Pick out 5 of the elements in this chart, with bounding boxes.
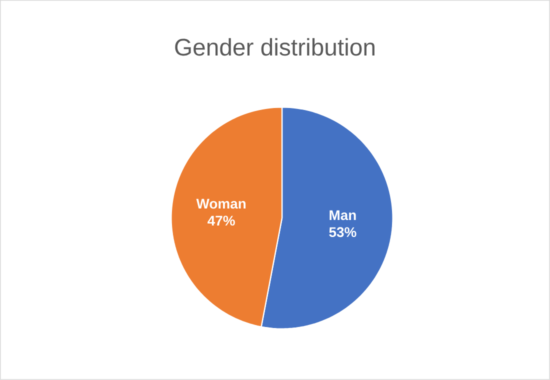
chart-title: Gender distribution (175, 38, 374, 56)
slice-label: Woman (196, 198, 246, 209)
data-label: 53% (329, 227, 356, 238)
slice-label: Man (330, 210, 356, 220)
data-label: 47% (208, 216, 235, 226)
